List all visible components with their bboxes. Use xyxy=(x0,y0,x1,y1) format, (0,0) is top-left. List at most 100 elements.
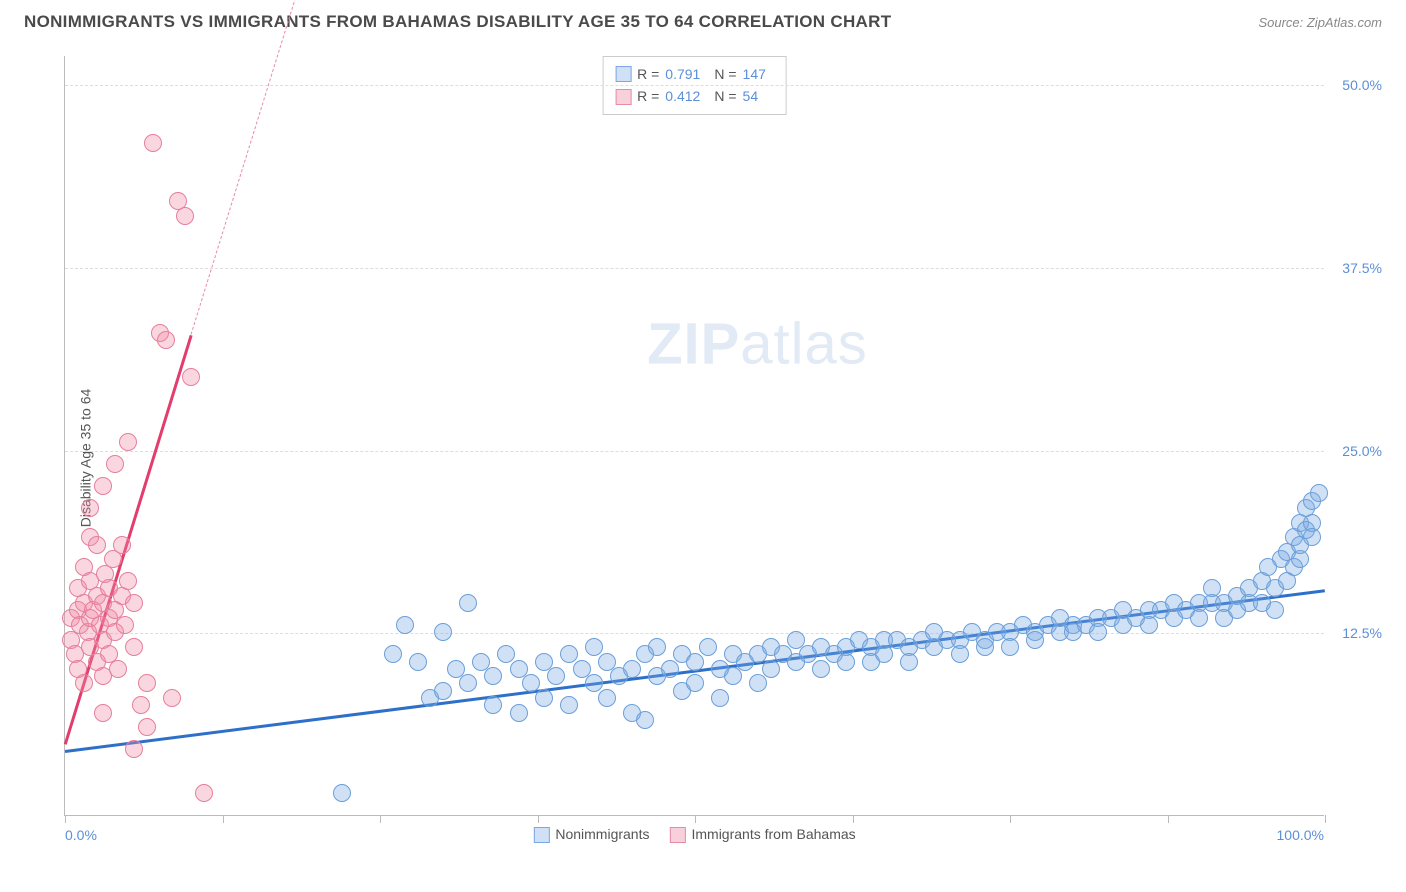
data-point xyxy=(484,696,502,714)
data-point xyxy=(976,638,994,656)
data-point xyxy=(88,536,106,554)
stat-n-label: N = xyxy=(714,63,736,85)
x-tick xyxy=(1010,815,1011,823)
x-tick xyxy=(65,815,66,823)
x-tick xyxy=(223,815,224,823)
stat-r-value: 0.412 xyxy=(665,85,700,107)
data-point xyxy=(1310,484,1328,502)
data-point xyxy=(724,667,742,685)
gridline xyxy=(65,268,1324,269)
data-point xyxy=(686,674,704,692)
data-point xyxy=(951,645,969,663)
data-point xyxy=(547,667,565,685)
data-point xyxy=(1303,528,1321,546)
data-point xyxy=(182,368,200,386)
gridline xyxy=(65,451,1324,452)
data-point xyxy=(138,674,156,692)
data-point xyxy=(1140,616,1158,634)
data-point xyxy=(484,667,502,685)
data-point xyxy=(623,660,641,678)
y-tick-label: 12.5% xyxy=(1342,625,1382,641)
stat-swatch xyxy=(615,89,631,105)
data-point xyxy=(1089,623,1107,641)
x-tick xyxy=(1325,815,1326,823)
regression-line xyxy=(191,0,305,334)
data-point xyxy=(116,616,134,634)
chart-title: NONIMMIGRANTS VS IMMIGRANTS FROM BAHAMAS… xyxy=(24,12,891,32)
data-point xyxy=(81,499,99,517)
legend-swatch xyxy=(669,827,685,843)
y-tick-label: 25.0% xyxy=(1342,443,1382,459)
watermark: ZIPatlas xyxy=(647,311,868,378)
data-point xyxy=(459,674,477,692)
data-point xyxy=(560,645,578,663)
data-point xyxy=(106,455,124,473)
source-attribution: Source: ZipAtlas.com xyxy=(1258,15,1382,30)
gridline xyxy=(65,633,1324,634)
data-point xyxy=(384,645,402,663)
x-tick xyxy=(380,815,381,823)
data-point xyxy=(510,704,528,722)
data-point xyxy=(1203,579,1221,597)
data-point xyxy=(699,638,717,656)
x-tick xyxy=(1168,815,1169,823)
data-point xyxy=(75,674,93,692)
plot-area: ZIPatlas R =0.791N =147R =0.412N =54 0.0… xyxy=(64,56,1324,816)
stat-r-label: R = xyxy=(637,63,659,85)
data-point xyxy=(447,660,465,678)
stat-r-label: R = xyxy=(637,85,659,107)
x-tick xyxy=(853,815,854,823)
data-point xyxy=(119,572,137,590)
data-point xyxy=(195,784,213,802)
stat-r-value: 0.791 xyxy=(665,63,700,85)
data-point xyxy=(94,704,112,722)
data-point xyxy=(113,536,131,554)
stat-n-value: 54 xyxy=(743,85,759,107)
data-point xyxy=(837,653,855,671)
y-tick-label: 50.0% xyxy=(1342,77,1382,93)
legend-item: Nonimmigrants xyxy=(533,826,649,843)
data-point xyxy=(434,682,452,700)
data-point xyxy=(459,594,477,612)
data-point xyxy=(1026,631,1044,649)
data-point xyxy=(560,696,578,714)
data-point xyxy=(787,631,805,649)
data-point xyxy=(585,638,603,656)
stat-row: R = 0.791 N = 147 xyxy=(615,63,774,85)
x-tick xyxy=(538,815,539,823)
y-tick-label: 37.5% xyxy=(1342,260,1382,276)
data-point xyxy=(900,653,918,671)
data-point xyxy=(176,207,194,225)
data-point xyxy=(535,689,553,707)
data-point xyxy=(125,638,143,656)
data-point xyxy=(762,660,780,678)
data-point xyxy=(472,653,490,671)
data-point xyxy=(648,638,666,656)
data-point xyxy=(510,660,528,678)
data-point xyxy=(119,433,137,451)
data-point xyxy=(144,134,162,152)
legend-swatch xyxy=(533,827,549,843)
legend: NonimmigrantsImmigrants from Bahamas xyxy=(533,826,855,843)
data-point xyxy=(598,653,616,671)
data-point xyxy=(434,623,452,641)
x-tick xyxy=(695,815,696,823)
data-point xyxy=(1190,609,1208,627)
data-point xyxy=(138,718,156,736)
stat-n-value: 147 xyxy=(743,63,766,85)
data-point xyxy=(132,696,150,714)
data-point xyxy=(749,674,767,692)
data-point xyxy=(522,674,540,692)
data-point xyxy=(1001,638,1019,656)
data-point xyxy=(812,660,830,678)
stat-swatch xyxy=(615,66,631,82)
x-axis-min-label: 0.0% xyxy=(65,827,97,843)
data-point xyxy=(125,594,143,612)
data-point xyxy=(94,477,112,495)
data-point xyxy=(157,331,175,349)
x-axis-max-label: 100.0% xyxy=(1277,827,1324,843)
data-point xyxy=(409,653,427,671)
data-point xyxy=(686,653,704,671)
data-point xyxy=(875,645,893,663)
stat-row: R =0.412N =54 xyxy=(615,85,774,107)
